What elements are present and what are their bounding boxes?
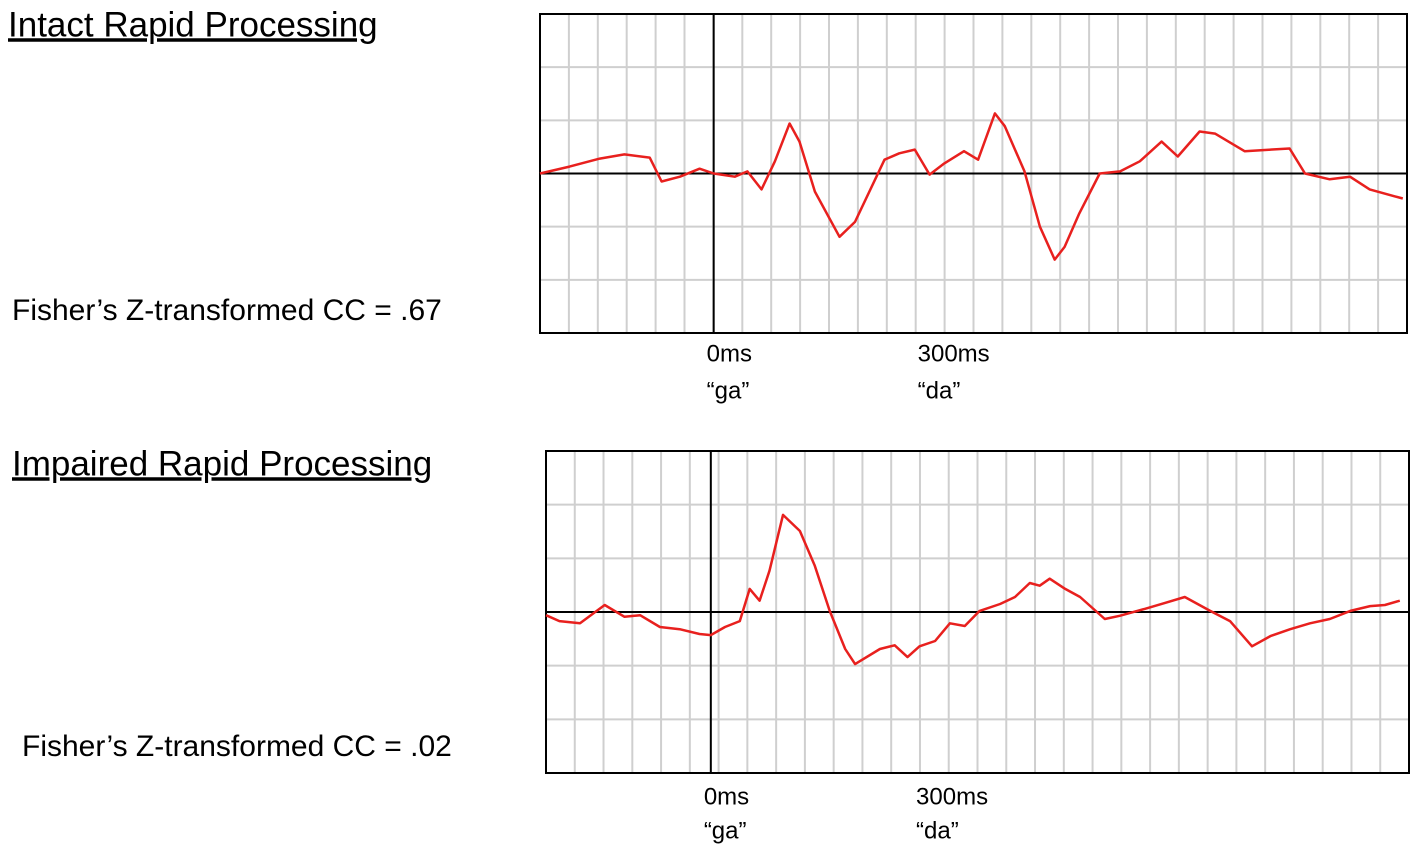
x-tick-label: 300ms — [916, 783, 988, 810]
x-tick-label: 300ms — [918, 340, 990, 367]
chart-title: Intact Rapid Processing — [8, 5, 378, 44]
annotation: Fisher’s Z-transformed CC = .02 — [22, 730, 452, 763]
waveform — [545, 513, 1401, 666]
x-tick-sublabel: “da” — [916, 817, 959, 844]
x-tick-sublabel: “da” — [918, 377, 961, 404]
x-tick-sublabel: “ga” — [707, 377, 750, 404]
waveform — [539, 112, 1404, 261]
annotation: Fisher’s Z-transformed CC = .67 — [12, 294, 442, 327]
chart-title: Impaired Rapid Processing — [12, 444, 432, 483]
x-tick-label: 0ms — [704, 783, 749, 810]
x-tick-sublabel: “ga” — [704, 817, 747, 844]
x-tick-label: 0ms — [707, 340, 752, 367]
